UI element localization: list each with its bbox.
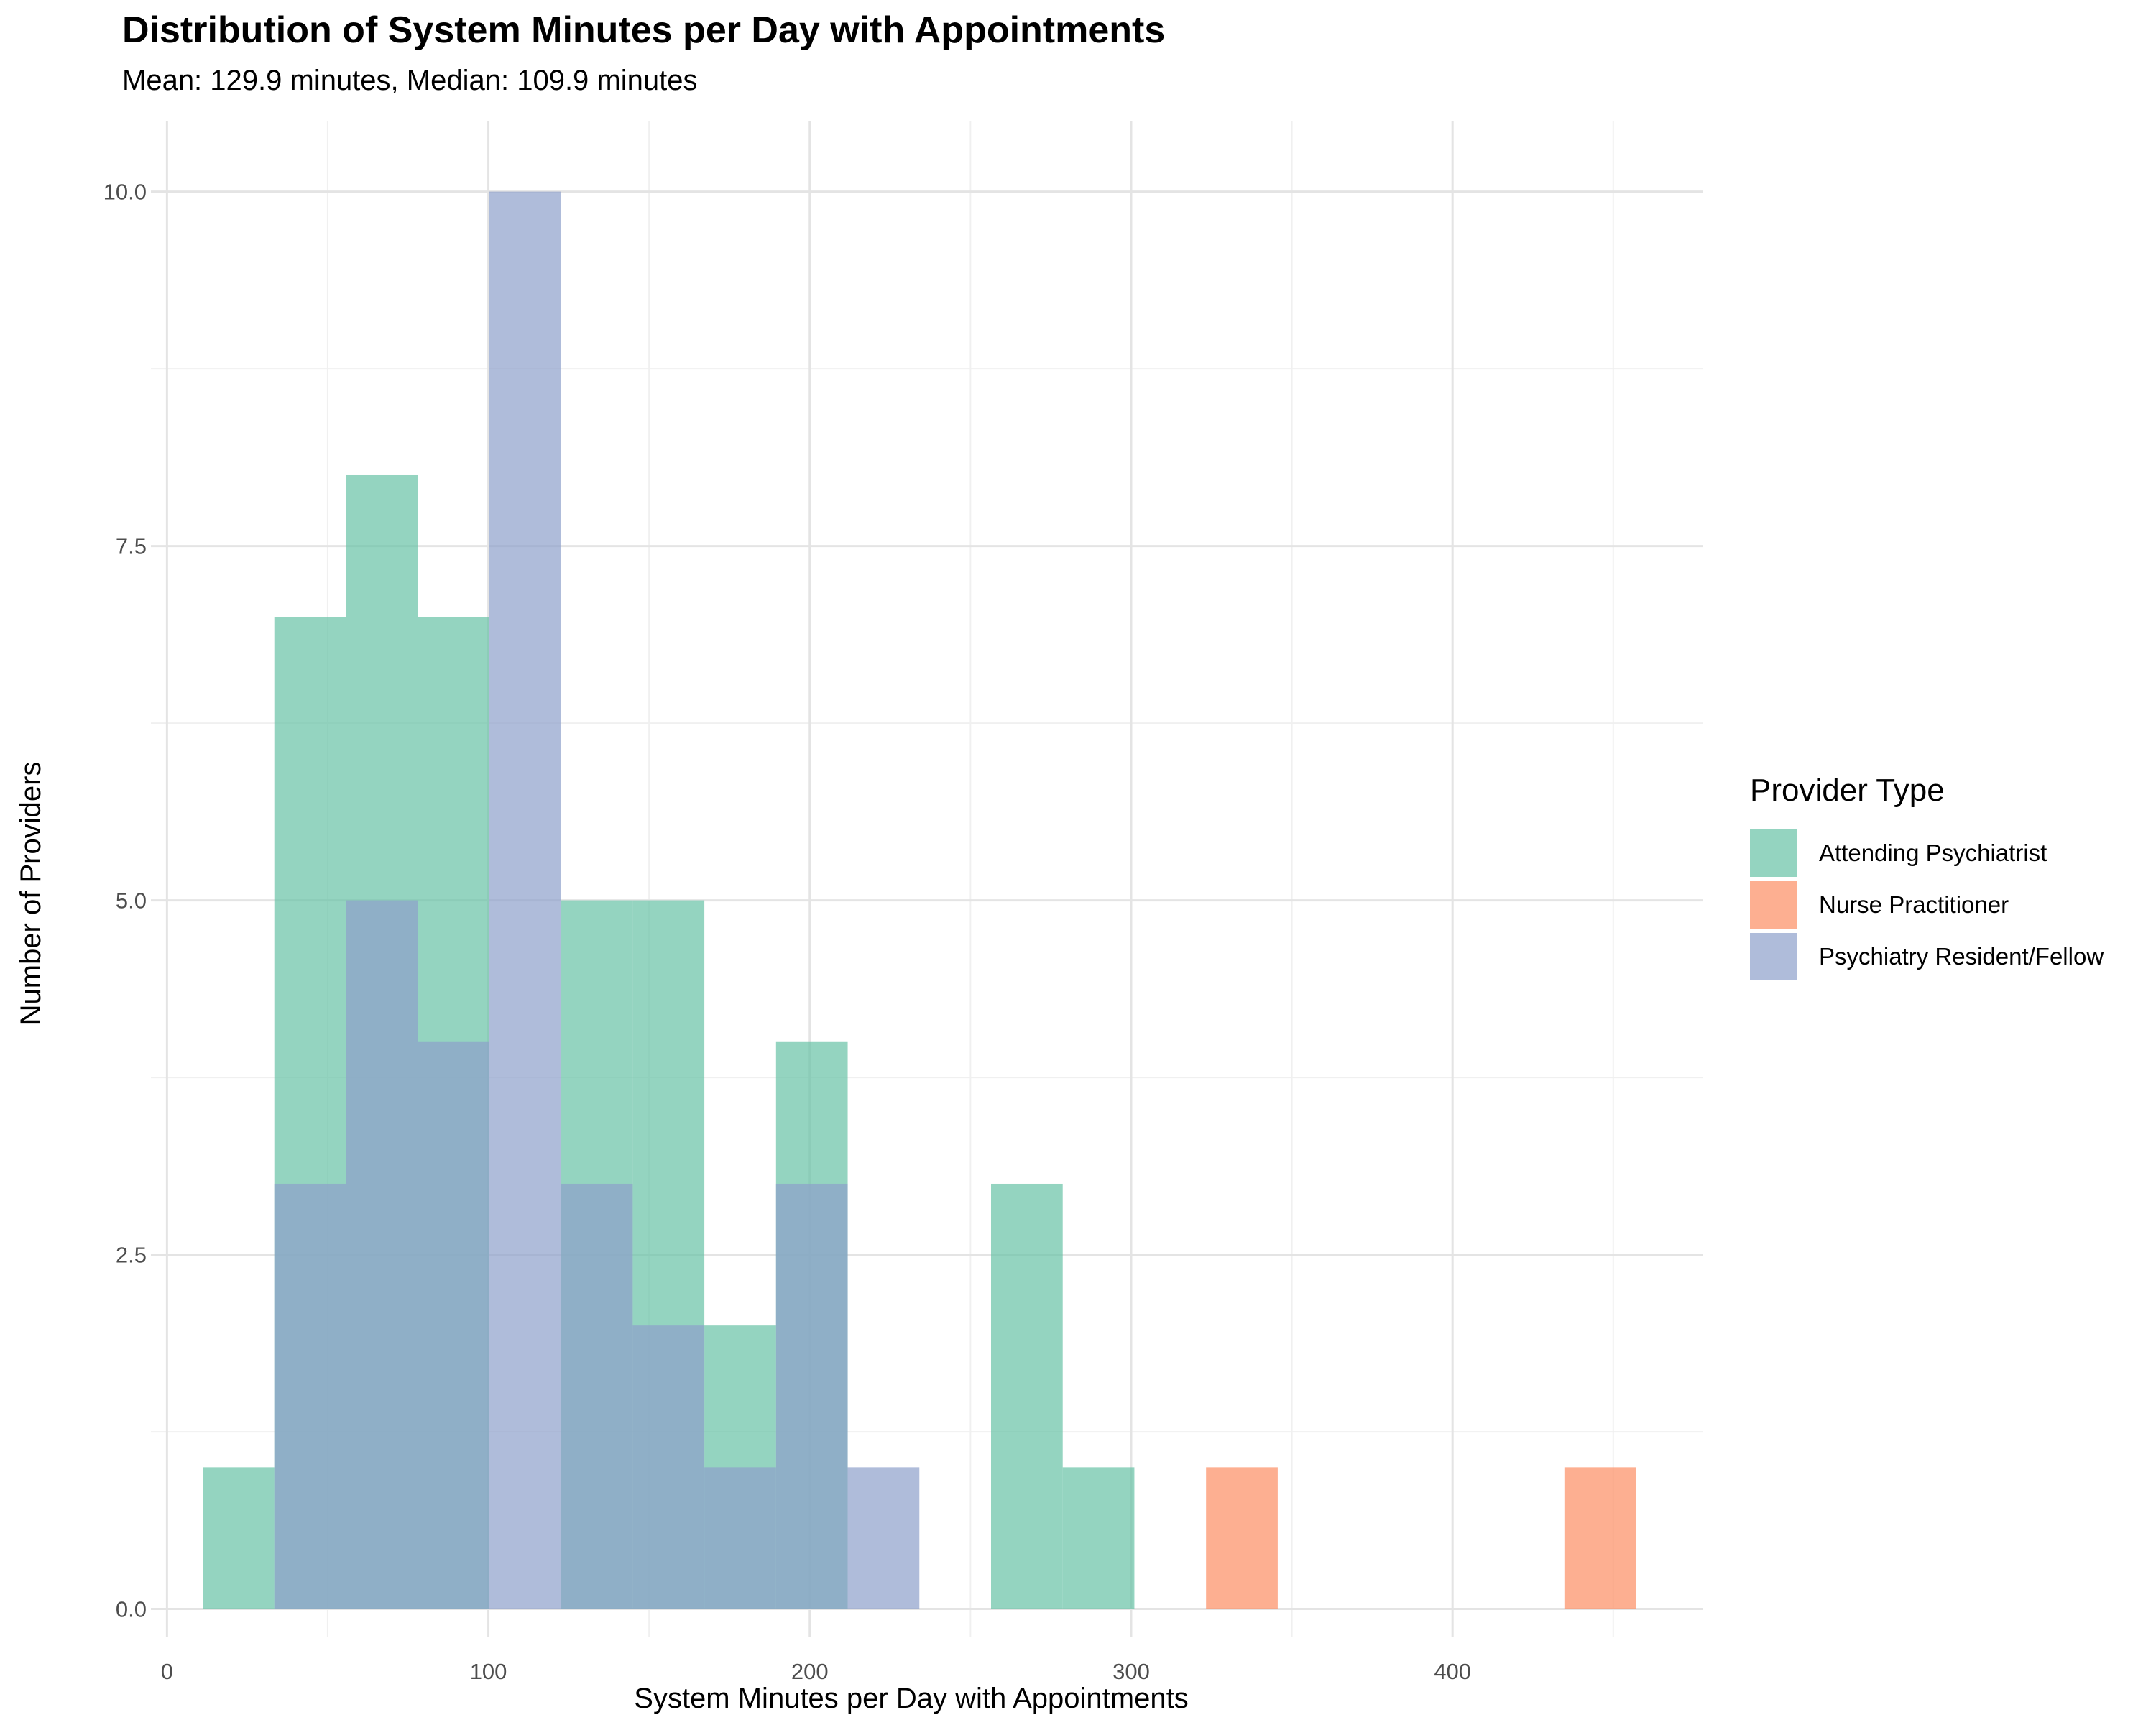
y-tick-label: 7.5 — [116, 534, 147, 559]
chart-subtitle: Mean: 129.9 minutes, Median: 109.9 minut… — [122, 65, 698, 96]
histogram-bar — [632, 1325, 705, 1609]
y-tick-label: 10.0 — [103, 180, 147, 205]
chart-title: Distribution of System Minutes per Day w… — [122, 9, 1166, 51]
legend-label: Nurse Practitioner — [1819, 891, 2009, 918]
histogram-bar — [1062, 1467, 1135, 1609]
histogram-bar — [704, 1467, 776, 1609]
x-tick-label: 300 — [1112, 1659, 1150, 1684]
histogram-bar — [561, 1183, 633, 1609]
histogram-bar — [1206, 1467, 1278, 1609]
y-tick-label: 2.5 — [116, 1243, 147, 1268]
y-tick-label: 0.0 — [116, 1597, 147, 1622]
legend-color-swatch — [1750, 881, 1797, 929]
x-tick-label: 0 — [161, 1659, 173, 1684]
legend-item: Psychiatry Resident/Fellow — [1750, 931, 2104, 983]
histogram-bar — [489, 191, 561, 1609]
x-tick-label: 400 — [1434, 1659, 1471, 1684]
histogram-bar — [1564, 1467, 1636, 1609]
legend-item: Attending Psychiatrist — [1750, 827, 2104, 879]
y-tick-label: 5.0 — [116, 888, 147, 914]
legend: Provider Type Attending Psychiatrist Nurs… — [1750, 773, 2104, 983]
legend-color-swatch — [1750, 933, 1797, 980]
histogram-bar — [418, 1041, 489, 1609]
y-axis-title: Number of Providers — [15, 762, 47, 1026]
x-tick-label: 100 — [470, 1659, 507, 1684]
x-tick-label: 200 — [791, 1659, 829, 1684]
histogram-bar — [346, 900, 418, 1609]
legend-title: Provider Type — [1750, 773, 1945, 808]
histogram-bars — [203, 191, 1636, 1609]
legend-label: Attending Psychiatrist — [1819, 840, 2047, 866]
legend-label: Psychiatry Resident/Fellow — [1819, 943, 2104, 970]
histogram-bar — [775, 1183, 848, 1609]
histogram-bar — [274, 1183, 346, 1609]
axis-tick-labels: 0 100 200 300 400 0.0 2.5 5.0 7.5 10.0 — [103, 180, 1471, 1684]
histogram-bar — [990, 1183, 1063, 1609]
histogram-bar — [203, 1467, 275, 1609]
x-axis-title: System Minutes per Day with Appointments — [634, 1683, 1188, 1714]
legend-items: Attending Psychiatrist Nurse Practitioner… — [1750, 827, 2104, 983]
histogram-bar — [847, 1467, 920, 1609]
legend-color-swatch — [1750, 829, 1797, 877]
legend-item: Nurse Practitioner — [1750, 879, 2104, 931]
